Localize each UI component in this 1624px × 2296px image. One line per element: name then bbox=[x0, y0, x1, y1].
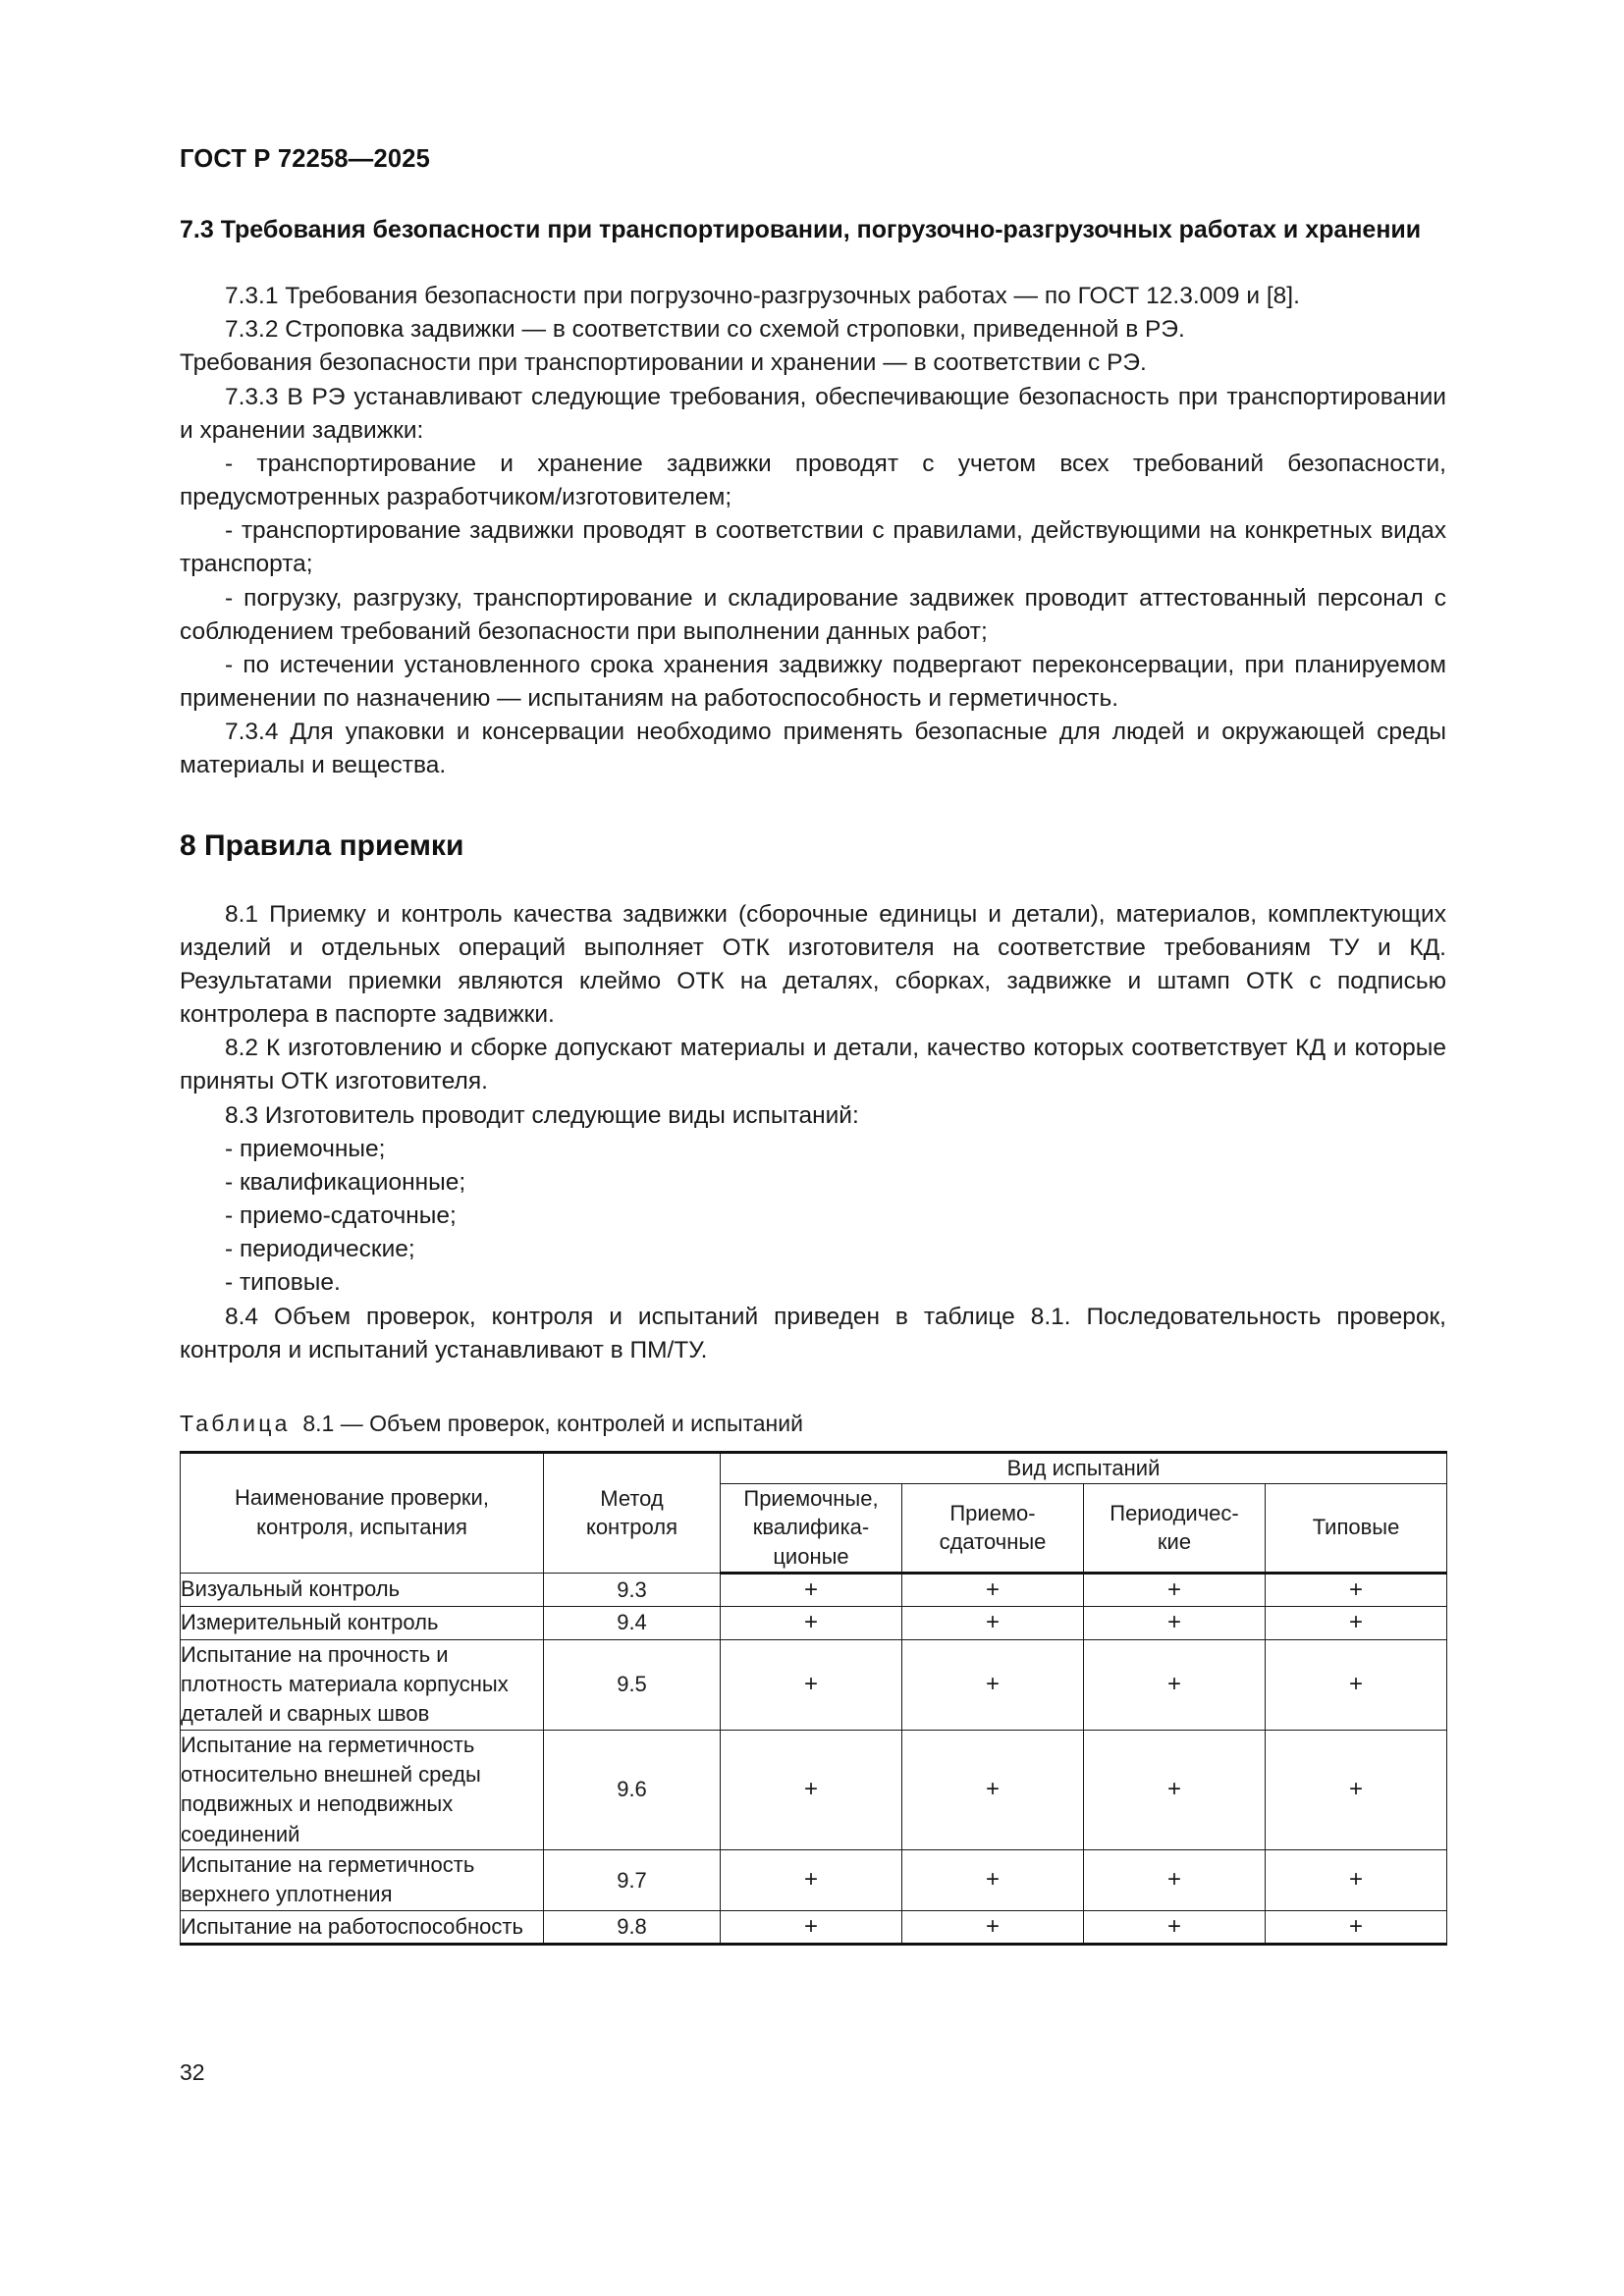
cell-mark: + bbox=[720, 1606, 902, 1640]
col-header-name: Наименование проверки, контроля, испытани… bbox=[180, 1450, 544, 1574]
table-caption-title: Объем проверок, контролей и испытаний bbox=[369, 1410, 803, 1436]
table-caption-label: Таблица bbox=[180, 1410, 291, 1436]
test-type-acceptance-delivery: - приемо-сдаточные; bbox=[225, 1202, 457, 1230]
clause-8-2: 8.2 К изготовлению и сборке допускают ма… bbox=[180, 1035, 1446, 1095]
table-head: Наименование проверки, контроля, испытани… bbox=[180, 1450, 1448, 1575]
clause-8-1: 8.1 Приемку и контроль качества задвижки… bbox=[180, 900, 1446, 1029]
cell-mark: + bbox=[901, 1638, 1084, 1731]
table-caption-dash: — bbox=[340, 1410, 363, 1436]
col-header-type-typical: Типовые bbox=[1264, 1482, 1448, 1575]
cell-mark: + bbox=[1264, 1572, 1448, 1608]
test-type-typical: - типовые. bbox=[225, 1269, 341, 1297]
clause-8-3: 8.3 Изготовитель проводит следующие виды… bbox=[225, 1101, 859, 1129]
cell-check-name: Испытание на герметичность относительно … bbox=[180, 1729, 544, 1851]
cell-mark: + bbox=[720, 1909, 902, 1947]
clause-7-3-3: 7.3.3 В РЭ устанавливают следующие требо… bbox=[180, 383, 1446, 444]
col-header-method: Метод контроля bbox=[543, 1450, 721, 1574]
col-header-test-group: Вид испытаний bbox=[719, 1450, 1448, 1484]
table-caption-number: 8.1 bbox=[302, 1410, 335, 1436]
cell-mark: + bbox=[1264, 1638, 1448, 1731]
cell-mark: + bbox=[1264, 1849, 1448, 1911]
bullet-transport-storage: - транспортирование и хранение задвижки … bbox=[180, 450, 1446, 511]
bullet-reconservation: - по истечении установленного срока хран… bbox=[180, 651, 1446, 713]
cell-check-name: Измерительный контроль bbox=[180, 1606, 544, 1640]
cell-method: 9.5 bbox=[543, 1638, 721, 1731]
page-body: 7.3 Требования безопасности при транспор… bbox=[180, 214, 1448, 1947]
cell-mark: + bbox=[1264, 1729, 1448, 1851]
table-8-1: Наименование проверки, контроля, испытани… bbox=[180, 1450, 1448, 1947]
table-body: Визуальный контроль 9.3 + + + + Измерительный … bbox=[180, 1572, 1448, 1947]
table-head-row-2: Приемочные, квалифика-ционые Приемо-сдато… bbox=[181, 1482, 1448, 1575]
table-caption: Таблица 8.1 — Объем проверок, контролей … bbox=[180, 1411, 1446, 1437]
cell-mark: + bbox=[901, 1729, 1084, 1851]
cell-mark: + bbox=[1083, 1572, 1266, 1608]
cell-mark: + bbox=[901, 1606, 1084, 1640]
cell-check-name: Визуальный контроль bbox=[180, 1572, 544, 1608]
heading-8: 8 Правила приемки bbox=[180, 828, 464, 862]
cell-method: 9.3 bbox=[543, 1572, 721, 1608]
test-type-acceptance: - приемочные; bbox=[225, 1135, 386, 1162]
test-type-qualification: - квалификационные; bbox=[225, 1168, 466, 1196]
cell-mark: + bbox=[1264, 1909, 1448, 1947]
test-type-periodic: - периодические; bbox=[225, 1236, 415, 1263]
page-number: 32 bbox=[180, 2059, 205, 2085]
table-row: Испытание на герметичность относительно … bbox=[180, 1729, 1448, 1851]
cell-mark: + bbox=[720, 1638, 902, 1731]
running-header: ГОСТ Р 72258—2025 bbox=[180, 145, 431, 173]
cell-mark: + bbox=[720, 1729, 902, 1851]
cell-mark: + bbox=[1083, 1606, 1266, 1640]
table-row: Визуальный контроль 9.3 + + + + bbox=[180, 1572, 1448, 1608]
cell-check-name: Испытание на герметичность верхнего упло… bbox=[180, 1849, 544, 1911]
cell-mark: + bbox=[901, 1572, 1084, 1608]
cell-mark: + bbox=[720, 1572, 902, 1608]
cell-mark: + bbox=[901, 1849, 1084, 1911]
table-row: Испытание на прочность и плотность матер… bbox=[180, 1638, 1448, 1731]
cell-mark: + bbox=[720, 1849, 902, 1911]
cell-method: 9.8 bbox=[543, 1909, 721, 1947]
clause-7-3-4: 7.3.4 Для упаковки и консервации необход… bbox=[180, 719, 1446, 779]
table-row: Измерительный контроль 9.4 + + + + bbox=[180, 1606, 1448, 1640]
cell-mark: + bbox=[1083, 1729, 1266, 1851]
cell-method: 9.6 bbox=[543, 1729, 721, 1851]
cell-mark: + bbox=[1083, 1909, 1266, 1947]
col-header-type-periodic: Периодичес-кие bbox=[1083, 1482, 1266, 1575]
cell-mark: + bbox=[901, 1909, 1084, 1947]
cell-method: 9.7 bbox=[543, 1849, 721, 1911]
cell-check-name: Испытание на прочность и плотность матер… bbox=[180, 1638, 544, 1731]
heading-7-3: 7.3 Требования безопасности при транспор… bbox=[180, 216, 1422, 243]
bullet-loading-personnel: - погрузку, разгрузку, транспортирование… bbox=[180, 584, 1446, 645]
clause-7-3-2: 7.3.2 Строповка задвижки — в соответстви… bbox=[225, 316, 1185, 344]
col-header-type-acceptance-qualification: Приемочные, квалифика-ционые bbox=[720, 1482, 902, 1575]
cell-mark: + bbox=[1264, 1606, 1448, 1640]
clause-8-4: 8.4 Объем проверок, контроля и испытаний… bbox=[180, 1303, 1446, 1363]
cell-check-name: Испытание на работоспособность bbox=[180, 1909, 544, 1947]
bullet-transport-rules: - транспортирование задвижки проводят в … bbox=[180, 517, 1446, 578]
cell-mark: + bbox=[1083, 1849, 1266, 1911]
table-head-row-1: Наименование проверки, контроля, испытани… bbox=[180, 1450, 1448, 1574]
clause-7-3-2-continuation: Требования безопасности при транспортиро… bbox=[180, 349, 1147, 377]
col-header-type-acceptance-delivery: Приемо-сдаточные bbox=[901, 1482, 1084, 1575]
table-row: Испытание на герметичность верхнего упло… bbox=[180, 1849, 1448, 1911]
table-row: Испытание на работоспособность 9.8 + + + + bbox=[180, 1909, 1448, 1947]
cell-method: 9.4 bbox=[543, 1606, 721, 1640]
clause-7-3-1: 7.3.1 Требования безопасности при погруз… bbox=[225, 283, 1300, 309]
cell-mark: + bbox=[1083, 1638, 1266, 1731]
